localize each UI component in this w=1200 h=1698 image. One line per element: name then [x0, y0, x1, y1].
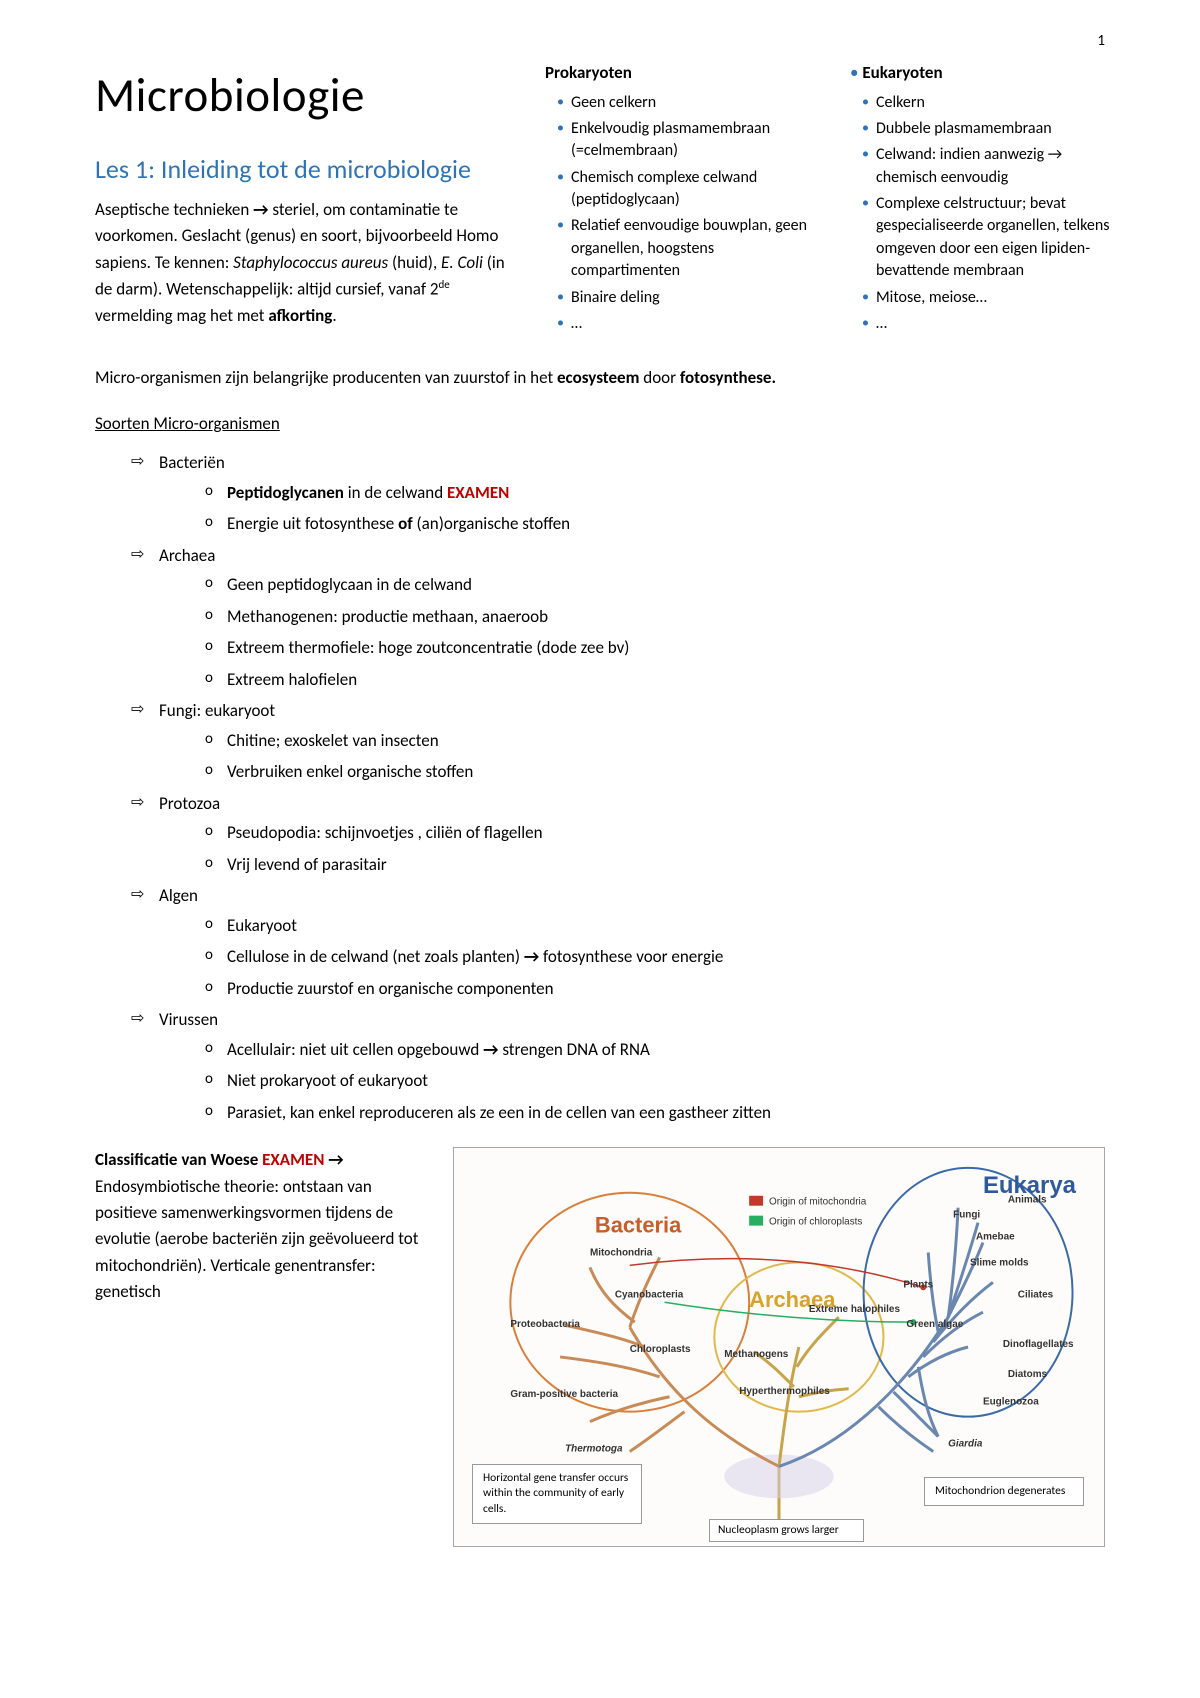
- term-thermotoga: Thermotoga: [565, 1444, 623, 1455]
- list-item: …: [864, 313, 1125, 335]
- organism-item: VirussenAcellulair: niet uit cellen opge…: [131, 1007, 1105, 1125]
- term-euglenozoa: Euglenozoa: [983, 1397, 1039, 1408]
- eukaryoten-list: Celkern Dubbele plasmamembraan Celwand: in…: [850, 92, 1125, 336]
- organism-sublist: Eukaryoot Cellulose in de celwand (net zo…: [159, 913, 1105, 1002]
- organism-subitem: Acellulair: niet uit cellen opgebouwd → …: [205, 1037, 1105, 1063]
- lesson-title: Les 1: Inleiding tot de microbiologie: [95, 153, 515, 186]
- list-item: Relatief eenvoudige bouwplan, geen organ…: [559, 215, 820, 282]
- page-number: 1: [1097, 30, 1105, 53]
- prokaryoten-list: Geen celkern Enkelvoudig plasmamembraan (…: [545, 92, 820, 336]
- list-item: Geen celkern: [559, 92, 820, 114]
- organism-subitem: Energie uit fotosynthese of (an)organisc…: [205, 511, 1105, 537]
- term-cyanobacteria: Cyanobacteria: [615, 1290, 684, 1301]
- hgt-caption: Horizontal gene transfer occurs within t…: [472, 1464, 642, 1525]
- list-item: Binaire deling: [559, 287, 820, 309]
- legend-chloroplasts: Origin of chloroplasts: [769, 1217, 862, 1228]
- organism-subitem: Parasiet, kan enkel reproduceren als ze …: [205, 1100, 1105, 1126]
- woese-row: Classificatie van Woese EXAMEN → Endosym…: [95, 1147, 1105, 1547]
- list-item: Chemisch complexe celwand (peptidoglycaa…: [559, 167, 820, 212]
- organism-sublist: Geen peptidoglycaan in de celwand Methano…: [159, 572, 1105, 692]
- woese-paragraph: Classificatie van Woese EXAMEN → Endosym…: [95, 1147, 435, 1547]
- section-heading: Soorten Micro-organismen: [95, 411, 1105, 437]
- term-animals: Animals: [1008, 1195, 1047, 1206]
- list-item: Dubbele plasmamembraan: [864, 118, 1125, 140]
- organism-subitem: Extreem thermofiele: hoge zoutconcentrat…: [205, 635, 1105, 661]
- organism-sublist: Pseudopodia: schijnvoetjes , ciliën of f…: [159, 820, 1105, 877]
- top-columns: Microbiologie Les 1: Inleiding tot de mi…: [95, 60, 1105, 339]
- organism-subitem: Eukaryoot: [205, 913, 1105, 939]
- organism-subitem: Pseudopodia: schijnvoetjes , ciliën of f…: [205, 820, 1105, 846]
- doc-title: Microbiologie: [95, 60, 515, 131]
- eukaryoten-heading: Eukaryoten: [850, 60, 1125, 86]
- phylogenetic-tree-figure: Bacteria Archaea Eukarya Mitochondria Cy…: [453, 1147, 1105, 1547]
- organism-subitem: Peptidoglycanen in de celwand EXAMEN: [205, 480, 1105, 506]
- ecosystem-paragraph: Micro-organismen zijn belangrijke produc…: [95, 365, 1105, 391]
- list-item: Enkelvoudig plasmamembraan (=celmembraan…: [559, 118, 820, 163]
- organism-subitem: Vrij levend of parasitair: [205, 852, 1105, 878]
- organism-subitem: Chitine; exoskelet van insecten: [205, 728, 1105, 754]
- term-diatoms: Diatoms: [1008, 1369, 1048, 1380]
- organism-sublist: Acellulair: niet uit cellen opgebouwd → …: [159, 1037, 1105, 1126]
- organism-item: Fungi: eukaryootChitine; exoskelet van i…: [131, 698, 1105, 785]
- term-chloroplasts: Chloroplasts: [630, 1344, 691, 1355]
- organism-sublist: Chitine; exoskelet van insecten Verbruike…: [159, 728, 1105, 785]
- term-giardia: Giardia: [948, 1439, 983, 1450]
- term-slime-molds: Slime molds: [970, 1258, 1029, 1269]
- term-ciliates: Ciliates: [1018, 1290, 1054, 1301]
- list-item: Celwand: indien aanwezig → chemisch eenv…: [864, 144, 1125, 189]
- mito-degenerates-caption: Mitochondrion degenerates: [924, 1477, 1084, 1507]
- organism-subitem: Productie zuurstof en organische compone…: [205, 976, 1105, 1002]
- term-fungi: Fungi: [953, 1210, 980, 1221]
- organism-subitem: Methanogenen: productie methaan, anaeroo…: [205, 604, 1105, 630]
- archaea-trunk: [779, 1347, 799, 1466]
- term-gram-positive: Gram-positive bacteria: [510, 1389, 618, 1400]
- term-halophiles: Extreme halophiles: [809, 1305, 901, 1316]
- list-item: Complexe celstructuur; bevat gespecialis…: [864, 193, 1125, 283]
- prokaryoten-column: Prokaryoten Geen celkern Enkelvoudig plas…: [545, 60, 820, 339]
- mitochondria-origin-line: [630, 1259, 924, 1288]
- term-hyperthermophiles: Hyperthermophiles: [739, 1386, 830, 1397]
- legend-mitochondria: Origin of mitochondria: [769, 1197, 867, 1208]
- organism-subitem: Niet prokaryoot of eukaryoot: [205, 1068, 1105, 1094]
- organism-subitem: Extreem halofielen: [205, 667, 1105, 693]
- organism-list: BacteriënPeptidoglycanen in de celwand E…: [95, 450, 1105, 1125]
- organism-subitem: Geen peptidoglycaan in de celwand: [205, 572, 1105, 598]
- term-green-algae: Green algae: [906, 1320, 963, 1331]
- organism-item: BacteriënPeptidoglycanen in de celwand E…: [131, 450, 1105, 537]
- eukaryoten-column: Eukaryoten Celkern Dubbele plasmamembraan…: [850, 60, 1125, 339]
- term-amebae: Amebae: [976, 1232, 1015, 1243]
- organism-subitem: Verbruiken enkel organische stoffen: [205, 759, 1105, 785]
- nucleoplasm-caption: Nucleoplasm grows larger: [709, 1519, 864, 1543]
- list-item: …: [559, 313, 820, 335]
- term-plants: Plants: [903, 1280, 933, 1291]
- intro-paragraph: Aseptische technieken → steriel, om cont…: [95, 197, 515, 329]
- organism-sublist: Peptidoglycanen in de celwand EXAMEN Ener…: [159, 480, 1105, 537]
- term-dinoflagellates: Dinoflagellates: [1003, 1339, 1074, 1350]
- term-proteobacteria: Proteobacteria: [510, 1320, 580, 1331]
- term-methanogens: Methanogens: [724, 1349, 789, 1360]
- organism-item: ArchaeaGeen peptidoglycaan in de celwand…: [131, 543, 1105, 693]
- organism-item: AlgenEukaryootCellulose in de celwand (n…: [131, 883, 1105, 1001]
- list-item: Mitose, meiose…: [864, 287, 1125, 309]
- intro-column: Microbiologie Les 1: Inleiding tot de mi…: [95, 60, 515, 339]
- bacteria-label: Bacteria: [595, 1213, 682, 1238]
- organism-subitem: Cellulose in de celwand (net zoals plant…: [205, 944, 1105, 970]
- term-mitochondria: Mitochondria: [590, 1248, 653, 1259]
- prokaryoten-heading: Prokaryoten: [545, 60, 820, 86]
- organism-item: ProtozoaPseudopodia: schijnvoetjes , cil…: [131, 791, 1105, 878]
- list-item: Celkern: [864, 92, 1125, 114]
